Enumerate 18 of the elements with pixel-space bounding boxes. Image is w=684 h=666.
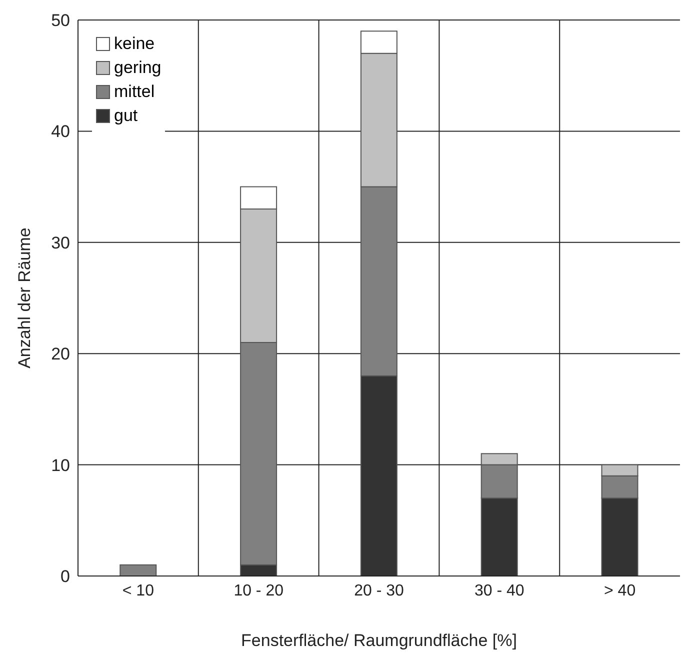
legend-label: keine <box>114 34 155 54</box>
y-axis-title: Anzahl der Räume <box>15 228 34 368</box>
bar <box>120 564 157 576</box>
x-tick-label: 30 - 40 <box>474 582 524 600</box>
y-tick-label: 40 <box>51 122 70 142</box>
y-tick-label: 0 <box>60 567 70 586</box>
y-tick-label: 10 <box>51 456 70 475</box>
x-tick-label: > 40 <box>604 582 636 600</box>
y-tick-label: 50 <box>51 11 70 30</box>
x-tick-label: < 10 <box>122 582 154 600</box>
y-tick-label: 30 <box>51 233 70 252</box>
x-tick-label: 10 - 20 <box>234 582 284 600</box>
legend-label: mittel <box>114 82 155 102</box>
x-axis-title: Fensterfläche/ Raumgrundfläche [%] <box>241 631 517 650</box>
legend-label: gut <box>114 106 138 126</box>
legend-label: gering <box>114 58 162 78</box>
x-tick-label: 20 - 30 <box>354 582 404 600</box>
y-tick-label: 20 <box>51 344 70 364</box>
